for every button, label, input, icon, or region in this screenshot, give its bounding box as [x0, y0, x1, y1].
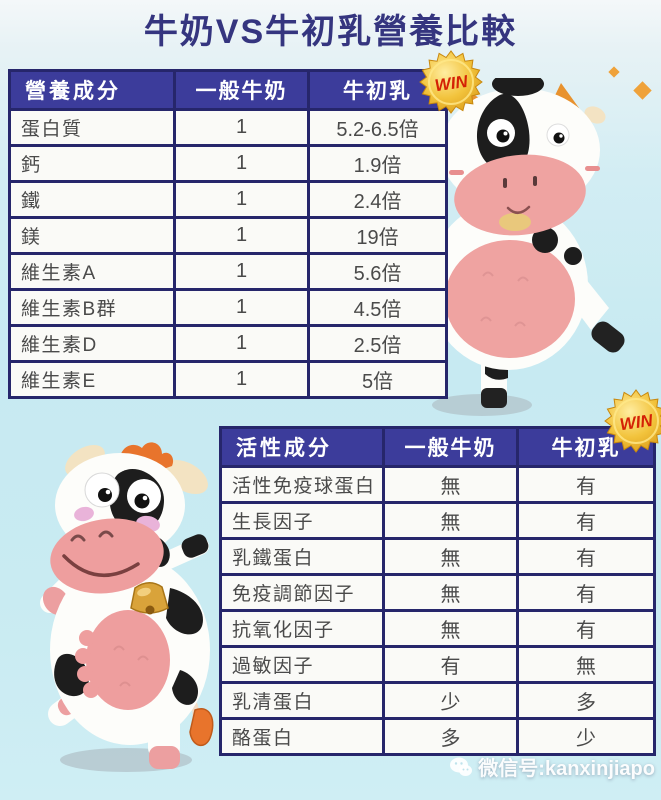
- table-cell: 5.2-6.5倍: [307, 108, 448, 147]
- column-header: 活性成分: [219, 426, 385, 468]
- table-cell: 無: [382, 573, 519, 612]
- cow-illustration-right: [425, 78, 625, 416]
- table-cell: 19倍: [307, 216, 448, 255]
- table-row: 維生素A 1 5.6倍: [8, 252, 448, 291]
- active-components-table-header: 活性成分 一般牛奶 牛初乳: [219, 426, 656, 468]
- table-row: 酪蛋白多少: [219, 717, 656, 756]
- table-row: 乳清蛋白少多: [219, 681, 656, 720]
- table-cell: 維生素D: [8, 324, 176, 363]
- table-cell: 少: [382, 681, 519, 720]
- table-cell: 1: [173, 216, 310, 255]
- table-cell: 有: [382, 645, 519, 684]
- table-cell: 2.4倍: [307, 180, 448, 219]
- nutrition-table-header: 營養成分 一般牛奶 牛初乳: [8, 69, 448, 111]
- table-cell: 無: [382, 537, 519, 576]
- table-cell: 4.5倍: [307, 288, 448, 327]
- table-cell: 無: [382, 501, 519, 540]
- win-badge-icon: WIN: [419, 50, 483, 114]
- table-row: 維生素D 1 2.5倍: [8, 324, 448, 363]
- table-cell: 免疫調節因子: [219, 573, 385, 612]
- watermark-text: 微信号:kanxinjiapo: [478, 758, 655, 780]
- table-cell: 1: [173, 144, 310, 183]
- nutrition-table: 營養成分 一般牛奶 牛初乳 蛋白質 1 5.2-6.5倍鈣 1 1.9倍鐵 1 2.4倍鎂 1 19…: [8, 69, 448, 399]
- table-cell: 有: [516, 537, 656, 576]
- svg-text:WIN: WIN: [619, 411, 655, 435]
- column-header: 營養成分: [8, 69, 176, 111]
- table-cell: 無: [382, 609, 519, 648]
- page-title: 牛奶VS牛初乳營養比較: [143, 13, 518, 51]
- table-cell: 多: [382, 717, 519, 756]
- table-cell: 生長因子: [219, 501, 385, 540]
- table-cell: 蛋白質: [8, 108, 176, 147]
- table-cell: 1: [173, 288, 310, 327]
- table-cell: 1: [173, 180, 310, 219]
- wechat-icon: [450, 757, 473, 776]
- column-header: 牛初乳: [307, 69, 448, 111]
- win-badge-icon: WIN: [604, 389, 661, 453]
- table-cell: 活性免疫球蛋白: [219, 465, 385, 504]
- table-cell: 1: [173, 108, 310, 147]
- table-row: 鐵 1 2.4倍: [8, 180, 448, 219]
- table-cell: 5.6倍: [307, 252, 448, 291]
- table-cell: 酪蛋白: [219, 717, 385, 756]
- table-row: 鎂 1 19倍: [8, 216, 448, 255]
- table-cell: 鎂: [8, 216, 176, 255]
- table-cell: 1: [173, 360, 310, 399]
- table-cell: 過敏因子: [219, 645, 385, 684]
- cow-illustration-left: [40, 442, 214, 772]
- table-cell: 無: [516, 645, 656, 684]
- table-row: 鈣 1 1.9倍: [8, 144, 448, 183]
- table-row: 活性免疫球蛋白無有: [219, 465, 656, 504]
- table-cell: 有: [516, 573, 656, 612]
- table-cell: 1: [173, 252, 310, 291]
- table-cell: 有: [516, 465, 656, 504]
- table-cell: 少: [516, 717, 656, 756]
- table-cell: 有: [516, 609, 656, 648]
- table-cell: 乳鐵蛋白: [219, 537, 385, 576]
- table-cell: 維生素E: [8, 360, 176, 399]
- table-row: 維生素B群 1 4.5倍: [8, 288, 448, 327]
- column-header: 一般牛奶: [382, 426, 519, 468]
- table-cell: 有: [516, 501, 656, 540]
- table-cell: 1.9倍: [307, 144, 448, 183]
- table-cell: 多: [516, 681, 656, 720]
- table-cell: 鐵: [8, 180, 176, 219]
- table-cell: 鈣: [8, 144, 176, 183]
- table-cell: 維生素B群: [8, 288, 176, 327]
- table-row: 抗氧化因子無有: [219, 609, 656, 648]
- column-header: 一般牛奶: [173, 69, 310, 111]
- table-cell: 無: [382, 465, 519, 504]
- table-cell: 1: [173, 324, 310, 363]
- table-row: 過敏因子有無: [219, 645, 656, 684]
- table-row: 維生素E 1 5倍: [8, 360, 448, 399]
- table-cell: 5倍: [307, 360, 448, 399]
- table-cell: 維生素A: [8, 252, 176, 291]
- table-row: 免疫調節因子無有: [219, 573, 656, 612]
- svg-text:WIN: WIN: [434, 72, 470, 96]
- table-row: 生長因子無有: [219, 501, 656, 540]
- table-row: 蛋白質 1 5.2-6.5倍: [8, 108, 448, 147]
- active-components-table: 活性成分 一般牛奶 牛初乳 活性免疫球蛋白無有生長因子無有乳鐵蛋白無有免疫調節因子無…: [219, 426, 656, 756]
- table-row: 乳鐵蛋白無有: [219, 537, 656, 576]
- sparkle-decoration: [608, 66, 620, 78]
- table-cell: 抗氧化因子: [219, 609, 385, 648]
- table-cell: 乳清蛋白: [219, 681, 385, 720]
- table-cell: 2.5倍: [307, 324, 448, 363]
- watermark: 微信号:kanxinjiapo: [449, 752, 655, 781]
